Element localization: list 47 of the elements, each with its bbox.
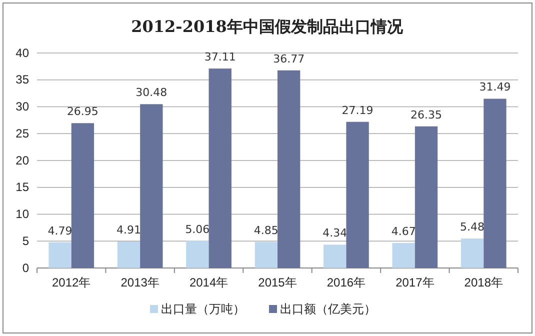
bar xyxy=(140,104,163,268)
y-tick-label: 0 xyxy=(22,260,30,275)
chart-title: 2012-2018年中国假发制品出口情况 xyxy=(131,17,404,36)
bar xyxy=(186,240,209,268)
data-label: 26.95 xyxy=(66,105,98,118)
data-label: 4.34 xyxy=(322,226,348,240)
y-tick-label: 10 xyxy=(16,207,30,222)
data-label: 4.91 xyxy=(116,224,141,237)
bar xyxy=(414,126,438,268)
bar xyxy=(48,242,72,268)
data-label: 4.85 xyxy=(254,224,278,237)
data-label: 27.19 xyxy=(342,104,374,117)
legend-label: 出口额（亿美元） xyxy=(280,302,376,316)
y-tick-label: 30 xyxy=(16,100,30,114)
bar xyxy=(208,68,232,268)
bar xyxy=(346,122,369,268)
bar xyxy=(278,70,300,268)
data-label: 37.11 xyxy=(204,50,236,64)
bar xyxy=(392,242,415,268)
bar xyxy=(324,244,346,268)
data-label: 4.67 xyxy=(391,224,416,238)
x-tick-label: 2017年 xyxy=(396,276,434,290)
x-tick-label: 2013年 xyxy=(120,276,160,290)
bar xyxy=(71,123,94,268)
data-label: 26.35 xyxy=(410,108,442,122)
y-tick-label: 40 xyxy=(16,46,30,60)
data-label: 5.48 xyxy=(460,220,485,234)
data-label: 5.06 xyxy=(185,222,210,236)
y-tick-label: 20 xyxy=(16,153,30,168)
x-tick-label: 2014年 xyxy=(189,276,228,290)
y-tick-label: 15 xyxy=(16,180,30,194)
bar xyxy=(254,242,278,268)
y-tick-label: 25 xyxy=(16,126,30,140)
y-tick-label: 35 xyxy=(16,72,30,87)
x-tick-label: 2015年 xyxy=(258,276,297,290)
bar xyxy=(484,98,506,268)
y-tick-label: 5 xyxy=(22,234,30,248)
data-label: 36.77 xyxy=(273,52,305,66)
x-tick-label: 2016年 xyxy=(326,276,366,290)
data-label: 31.49 xyxy=(479,80,511,94)
x-tick-label: 2018年 xyxy=(464,276,503,290)
bar xyxy=(117,242,140,268)
data-label: 30.48 xyxy=(136,86,168,100)
data-label: 4.79 xyxy=(48,224,72,238)
x-tick-label: 2012年 xyxy=(52,276,91,290)
bar xyxy=(460,238,484,268)
legend-label: 出口量（万吨） xyxy=(161,302,245,316)
